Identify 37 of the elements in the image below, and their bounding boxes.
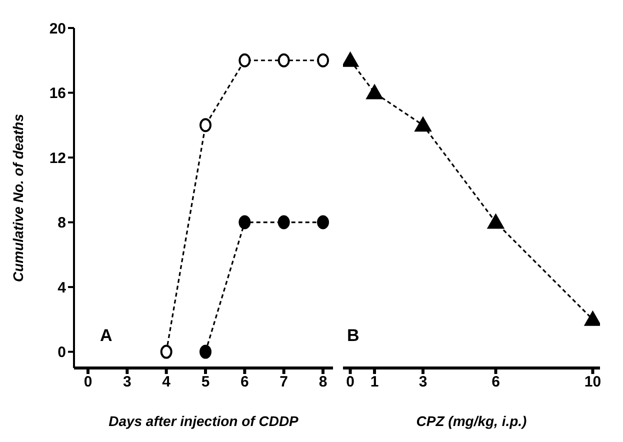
y-tick-label: 0 bbox=[58, 344, 66, 362]
point bbox=[317, 215, 329, 230]
x-tick-label: 3 bbox=[122, 374, 132, 391]
point bbox=[343, 52, 359, 67]
x-axis-title: CPZ (mg/kg, i.p.) bbox=[416, 413, 528, 429]
x-tick-label: 4 bbox=[162, 374, 172, 391]
point bbox=[487, 214, 504, 229]
x-tick-label: 3 bbox=[418, 374, 428, 391]
x-tick-label: 6 bbox=[240, 374, 249, 391]
x-axis-title: Days after injection of CDDP bbox=[108, 413, 300, 429]
y-tick-label: 12 bbox=[49, 150, 66, 167]
y-axis-title: Cumulative No. of deaths bbox=[10, 114, 26, 282]
x-tick-label: 0 bbox=[346, 374, 354, 391]
annotation: B bbox=[347, 326, 360, 346]
point bbox=[278, 215, 290, 230]
point bbox=[584, 310, 600, 326]
point bbox=[238, 53, 251, 68]
x-tick-label: 5 bbox=[201, 374, 210, 391]
x-tick-label: 7 bbox=[280, 374, 288, 391]
point bbox=[200, 118, 212, 132]
point bbox=[160, 344, 172, 359]
point bbox=[278, 53, 290, 68]
y-tick-label: 4 bbox=[58, 279, 67, 296]
x-tick-label: 8 bbox=[318, 374, 328, 391]
y-tick-label: 20 bbox=[49, 20, 66, 38]
x-tick-label: 1 bbox=[370, 374, 379, 391]
point bbox=[317, 53, 329, 68]
y-tick-label: 16 bbox=[49, 85, 66, 102]
point bbox=[200, 344, 212, 359]
point bbox=[366, 84, 384, 100]
y-tick-label: 8 bbox=[58, 214, 66, 232]
point bbox=[238, 215, 251, 230]
point bbox=[414, 116, 432, 132]
x-tick-label: 0 bbox=[84, 374, 92, 391]
x-tick-label: 6 bbox=[492, 374, 500, 391]
x-tick-label: 10 bbox=[584, 374, 602, 391]
annotation: A bbox=[100, 326, 112, 346]
